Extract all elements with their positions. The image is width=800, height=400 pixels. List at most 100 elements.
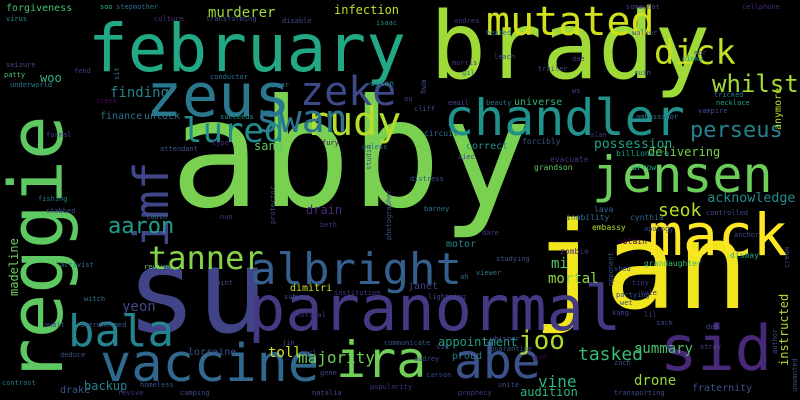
word: finance (100, 111, 143, 122)
word: studying (496, 255, 530, 263)
word: nor (694, 49, 707, 57)
word: institution (334, 289, 381, 297)
word: cream (783, 246, 791, 268)
word: tasked (578, 344, 644, 365)
word: photographer (385, 189, 393, 240)
word: infection (334, 3, 400, 17)
word: activist (60, 261, 94, 269)
word: forgiveness (6, 3, 73, 14)
word: studio (365, 144, 373, 170)
word: zeus (146, 61, 291, 131)
word: fury (322, 139, 339, 147)
word: beauty (486, 99, 512, 107)
word: await (44, 321, 66, 329)
word: drone (634, 373, 677, 389)
word: yeon (122, 299, 156, 315)
word: instructed (777, 293, 791, 366)
word: murderer (208, 5, 276, 21)
word: formal (46, 131, 72, 139)
word: mortal (548, 271, 599, 287)
word: unite (498, 381, 520, 389)
word: anymore (773, 87, 784, 130)
word: necklace (716, 99, 750, 107)
word: dimitri (290, 283, 333, 294)
word: barney (424, 205, 450, 213)
word: transporting (614, 389, 665, 397)
word: stray (700, 343, 722, 351)
word: shed (614, 265, 631, 273)
word: overwhelmed (80, 321, 127, 329)
word: dylan (370, 79, 395, 88)
word: communicate (384, 339, 431, 347)
word: tanner (148, 239, 264, 277)
word: revive (118, 389, 144, 397)
word: seok (658, 200, 702, 221)
word: abe (454, 334, 541, 390)
word: festival (292, 311, 326, 319)
word: gene (320, 369, 337, 377)
word: zach (614, 359, 631, 367)
word: wet (620, 299, 633, 307)
word: whisper (490, 335, 520, 343)
word: lorraine (188, 347, 237, 358)
word: subway (284, 293, 310, 301)
word: mutated (486, 0, 655, 45)
word: succeeds (220, 113, 254, 121)
word: viewer (476, 269, 502, 277)
word: natalia (312, 389, 342, 397)
word: dos (706, 323, 719, 331)
word: sim (436, 343, 449, 351)
word: toll (268, 345, 302, 361)
word: jan (532, 198, 749, 337)
word: leach (494, 53, 516, 61)
word: partying (616, 291, 650, 299)
word: whilst (712, 70, 799, 98)
word: mi (551, 256, 568, 272)
word: woo (40, 71, 62, 85)
word: lil (644, 311, 657, 319)
word: dae (572, 55, 585, 63)
word: unwanted (791, 358, 799, 392)
word: ambassador (636, 113, 679, 121)
word: virus (6, 15, 28, 23)
word: janet (408, 281, 439, 292)
word: patty (4, 71, 26, 79)
word: apology (644, 225, 674, 233)
word: sit (113, 67, 121, 80)
word: delivering (648, 145, 721, 159)
word: soo (100, 3, 113, 11)
word: aiec (458, 153, 475, 161)
word: paranormal (248, 272, 622, 345)
word: drain (306, 203, 343, 217)
word: jensen (592, 146, 773, 204)
word: controlled (706, 209, 749, 217)
word: majority (298, 348, 376, 367)
word: stabbed (46, 207, 76, 215)
word: chandler (444, 89, 685, 147)
word: deduce (60, 351, 86, 359)
word: forcibly (522, 137, 561, 146)
word: kang (612, 309, 629, 317)
word: bala (68, 306, 174, 357)
word: attendant (160, 145, 198, 153)
word: mack (648, 201, 788, 269)
word: distress (410, 175, 444, 183)
word: arrow (632, 163, 657, 172)
word: disable (282, 17, 312, 25)
word: february (88, 10, 406, 87)
word: proud (452, 351, 483, 362)
word: summary (634, 341, 694, 357)
word: sang (254, 139, 283, 153)
word: lava (594, 205, 614, 214)
word: cellphone (742, 3, 780, 11)
word: audition (520, 385, 578, 399)
word: possession (594, 137, 673, 152)
word: ruin (634, 69, 651, 77)
word: vaccine (100, 334, 320, 394)
word: vampire (698, 107, 728, 115)
word: carson (426, 371, 452, 379)
word: andrea (454, 17, 480, 25)
word: cliff (414, 105, 436, 113)
word: email (448, 99, 470, 107)
